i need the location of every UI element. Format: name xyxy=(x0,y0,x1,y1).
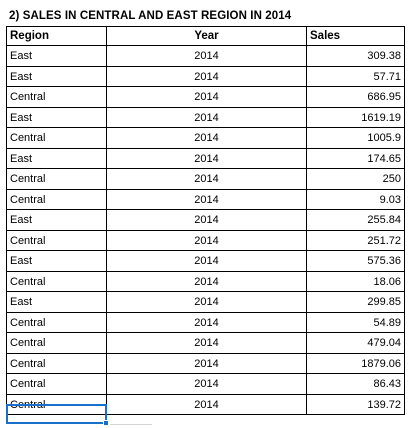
year-cell[interactable]: 2014 xyxy=(106,353,307,374)
year-cell[interactable]: 2014 xyxy=(106,250,307,272)
year-cell[interactable]: 2014 xyxy=(106,168,307,190)
header-cell-region[interactable]: Region xyxy=(6,26,107,46)
table-row: East 2014 575.36 xyxy=(6,250,405,272)
year-cell[interactable]: 2014 xyxy=(106,332,307,354)
table-row: East 2014 174.65 xyxy=(6,148,405,169)
header-row: Region Year Sales xyxy=(6,26,405,46)
header-cell-year[interactable]: Year xyxy=(106,26,307,46)
region-cell[interactable]: Central xyxy=(6,230,107,251)
year-cell[interactable]: 2014 xyxy=(106,394,307,415)
sales-cell[interactable]: 251.72 xyxy=(306,230,405,251)
sales-cell[interactable]: 57.71 xyxy=(306,66,405,87)
year-cell[interactable]: 2014 xyxy=(106,66,307,87)
table-row: Central 2014 1005.9 xyxy=(6,127,405,149)
table-row: Central 2014 251.72 xyxy=(6,230,405,251)
table-row: East 2014 255.84 xyxy=(6,209,405,231)
active-cell-selection[interactable] xyxy=(6,404,107,424)
table-row: East 2014 1619.19 xyxy=(6,107,405,128)
region-cell[interactable]: East xyxy=(6,250,107,272)
fill-handle[interactable] xyxy=(103,420,109,426)
table-body: East 2014 309.38 East 2014 57.71 Central 2014 68… xyxy=(6,45,405,415)
region-cell[interactable]: Central xyxy=(6,127,107,149)
sales-cell[interactable]: 1619.19 xyxy=(306,107,405,128)
sales-cell[interactable]: 309.38 xyxy=(306,45,405,67)
table-row: Central 2014 139.72 xyxy=(6,394,405,415)
table-row: Central 2014 1879.06 xyxy=(6,353,405,374)
year-cell[interactable]: 2014 xyxy=(106,45,307,67)
year-cell[interactable]: 2014 xyxy=(106,107,307,128)
year-cell[interactable]: 2014 xyxy=(106,86,307,108)
region-cell[interactable]: Central xyxy=(6,168,107,190)
table-row: Central 2014 9.03 xyxy=(6,189,405,210)
region-cell[interactable]: Central xyxy=(6,86,107,108)
sales-cell[interactable]: 54.89 xyxy=(306,312,405,333)
sales-cell[interactable]: 1879.06 xyxy=(306,353,405,374)
sales-cell[interactable]: 9.03 xyxy=(306,189,405,210)
region-cell[interactable]: Central xyxy=(6,189,107,210)
sales-cell[interactable]: 139.72 xyxy=(306,394,405,415)
year-cell[interactable]: 2014 xyxy=(106,373,307,395)
region-cell[interactable]: Central xyxy=(6,271,107,292)
gridline xyxy=(110,424,152,425)
sales-cell[interactable]: 1005.9 xyxy=(306,127,405,149)
region-cell[interactable]: Central xyxy=(6,312,107,333)
table-row: Central 2014 54.89 xyxy=(6,312,405,333)
sales-cell[interactable]: 250 xyxy=(306,168,405,190)
region-cell[interactable]: Central xyxy=(6,332,107,354)
year-cell[interactable]: 2014 xyxy=(106,127,307,149)
sales-cell[interactable]: 575.36 xyxy=(306,250,405,272)
year-cell[interactable]: 2014 xyxy=(106,148,307,169)
region-cell[interactable]: East xyxy=(6,107,107,128)
table-row: Central 2014 86.43 xyxy=(6,373,405,395)
sales-cell[interactable]: 255.84 xyxy=(306,209,405,231)
year-cell[interactable]: 2014 xyxy=(106,312,307,333)
table-row: Central 2014 479.04 xyxy=(6,332,405,354)
region-cell[interactable]: East xyxy=(6,66,107,87)
sales-cell[interactable]: 86.43 xyxy=(306,373,405,395)
table-row: Central 2014 250 xyxy=(6,168,405,190)
year-cell[interactable]: 2014 xyxy=(106,230,307,251)
sales-table: Region Year Sales East 2014 309.38 East 2014… xyxy=(6,26,405,415)
region-cell[interactable]: Central xyxy=(6,353,107,374)
year-cell[interactable]: 2014 xyxy=(106,209,307,231)
region-cell[interactable]: East xyxy=(6,209,107,231)
table-row: Central 2014 18.06 xyxy=(6,271,405,292)
region-cell[interactable]: East xyxy=(6,291,107,313)
year-cell[interactable]: 2014 xyxy=(106,271,307,292)
region-cell[interactable]: East xyxy=(6,45,107,67)
sales-cell[interactable]: 174.65 xyxy=(306,148,405,169)
table-row: East 2014 309.38 xyxy=(6,45,405,67)
sales-cell[interactable]: 299.85 xyxy=(306,291,405,313)
sales-cell[interactable]: 479.04 xyxy=(306,332,405,354)
year-cell[interactable]: 2014 xyxy=(106,291,307,313)
sheet-title[interactable]: 2) SALES IN CENTRAL AND EAST REGION IN 2… xyxy=(9,10,292,22)
table-row: Central 2014 686.95 xyxy=(6,86,405,108)
year-cell[interactable]: 2014 xyxy=(106,189,307,210)
header-cell-sales[interactable]: Sales xyxy=(306,26,405,46)
region-cell[interactable]: East xyxy=(6,148,107,169)
sales-cell[interactable]: 686.95 xyxy=(306,86,405,108)
sales-cell[interactable]: 18.06 xyxy=(306,271,405,292)
table-row: East 2014 57.71 xyxy=(6,66,405,87)
table-row: East 2014 299.85 xyxy=(6,291,405,313)
region-cell[interactable]: Central xyxy=(6,373,107,395)
